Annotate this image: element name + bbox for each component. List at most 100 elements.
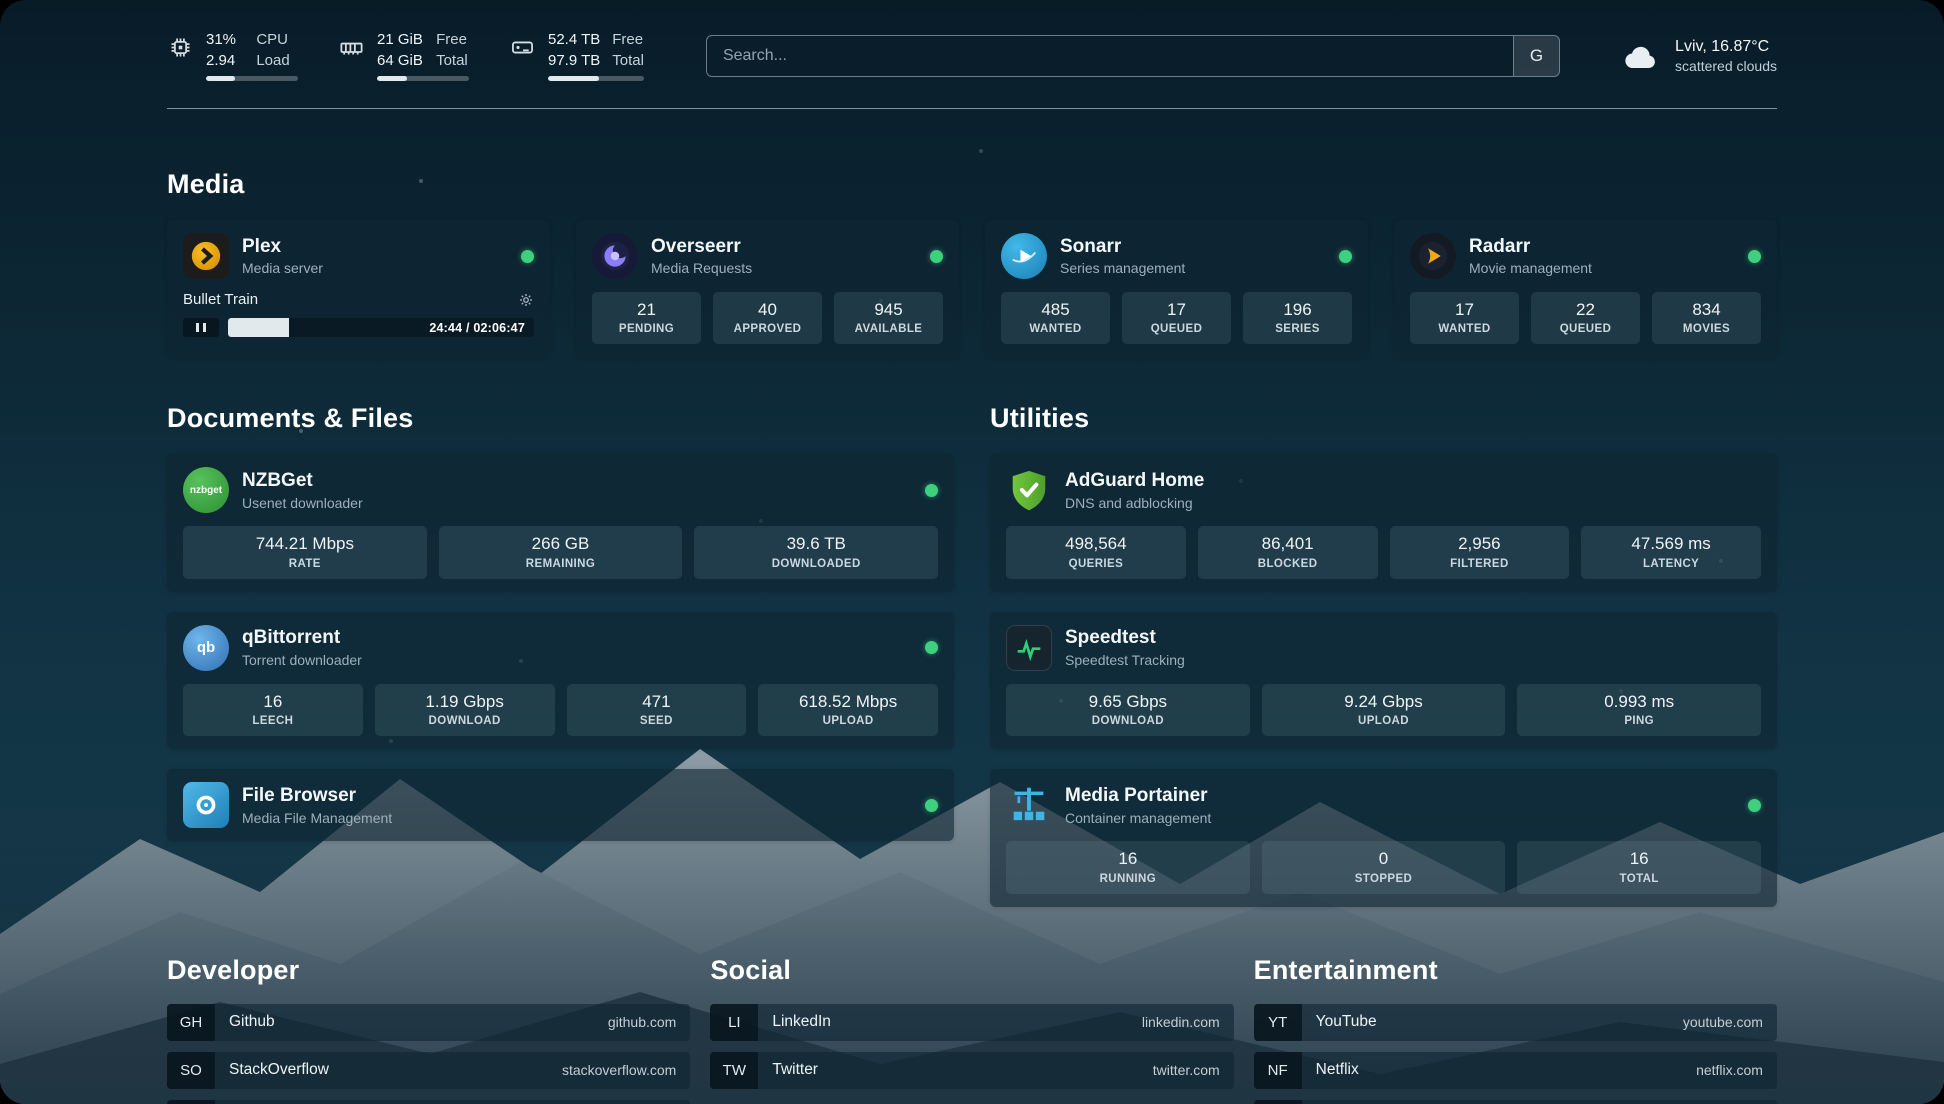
stat-label: RUNNING	[1099, 872, 1157, 885]
stat-value: 21	[637, 300, 656, 319]
bookmark-url: twitter.com	[1152, 1062, 1220, 1079]
bookmark-dev[interactable]: DT DEV dev.to	[167, 1099, 691, 1104]
app-tile-nzbget[interactable]: nzbget NZBGet Usenet downloader	[183, 467, 938, 514]
stat-value: 47.569 ms	[1631, 534, 1711, 554]
now-playing-title: Bullet Train	[183, 291, 259, 308]
bookmark-twitter[interactable]: TW Twitter twitter.com	[710, 1051, 1234, 1089]
stat-box: 40 APPROVED	[713, 292, 822, 345]
bookmark-url: stackoverflow.com	[561, 1062, 677, 1079]
bookmark-github[interactable]: GH Github github.com	[167, 1003, 691, 1041]
app-card-radarr: Radarr Movie management 17 WANTED 22 QUE…	[1394, 220, 1777, 358]
app-tile-adguard[interactable]: AdGuard Home DNS and adblocking	[1006, 467, 1761, 513]
app-card-filebrowser: File Browser Media File Management	[167, 769, 954, 842]
ram-icon	[340, 42, 363, 55]
stat-label: QUERIES	[1068, 557, 1124, 570]
top-bar: 31% CPU 2.94 Load 21 G	[167, 30, 1777, 81]
stat-value: 16	[1118, 849, 1138, 869]
stats-row: 21 PENDING 40 APPROVED 945 AVAILABLE	[592, 279, 943, 345]
documents-column: Documents & Files nzbget NZBGet Usenet d…	[167, 357, 954, 861]
stat-box: 16 RUNNING	[1006, 841, 1250, 894]
qbittorrent-icon: qb	[183, 624, 229, 671]
app-desc: Series management	[1060, 260, 1186, 277]
app-name: Plex	[242, 235, 282, 257]
qbittorrent-icon-text: qb	[196, 639, 216, 657]
bookmark-group-developer: Developer GH Github github.com SO StackO…	[167, 927, 691, 1104]
disk-total-label: Total	[612, 51, 644, 69]
app-name: NZBGet	[242, 469, 313, 491]
stat-box: 17 WANTED	[1410, 292, 1519, 345]
ram-total-label: Total	[436, 51, 468, 69]
app-card-overseerr: Overseerr Media Requests 21 PENDING 40 A…	[576, 220, 959, 358]
stat-label: MOVIES	[1682, 323, 1731, 336]
stat-box: 16 TOTAL	[1517, 841, 1762, 894]
stats-row: 744.21 Mbps RATE 266 GB REMAINING 39.6 T…	[183, 526, 939, 579]
bookmark-linkedin[interactable]: LI LinkedIn linkedin.com	[710, 1003, 1234, 1041]
app-desc: Media File Management	[242, 809, 393, 826]
app-tile-speedtest[interactable]: Speedtest Speedtest Tracking	[1006, 624, 1761, 671]
stat-value: 471	[642, 691, 671, 711]
bookmark-abbr: NF	[1253, 1051, 1302, 1089]
app-name: Sonarr	[1060, 235, 1122, 257]
app-tile-overseerr[interactable]: Overseerr Media Requests	[592, 233, 943, 279]
sonarr-icon	[1001, 233, 1047, 279]
stats-row: 485 WANTED 17 QUEUED 196 SERIES	[1001, 279, 1352, 345]
ram-free-value: 21 GiB	[377, 31, 423, 48]
stat-box: 471 SEED	[566, 683, 747, 737]
bookmark-name: Twitter	[772, 1061, 818, 1079]
app-desc: Container management	[1065, 809, 1212, 826]
cpu-metric: 31% CPU 2.94 Load	[167, 30, 298, 81]
stat-box: 16 LEECH	[183, 683, 363, 737]
weather-location: Lviv, 16.87°C	[1675, 37, 1770, 55]
status-dot	[925, 483, 938, 497]
stat-box: 17 QUEUED	[1122, 292, 1231, 345]
stat-value: 0	[1378, 849, 1389, 869]
stat-label: WANTED	[1438, 323, 1491, 336]
app-tile-sonarr[interactable]: Sonarr Series management	[1001, 233, 1352, 279]
app-desc: Media server	[242, 260, 323, 277]
disk-progress-fill	[548, 76, 599, 81]
stat-box: 86,401 BLOCKED	[1197, 526, 1378, 579]
stat-box: 21 PENDING	[592, 292, 701, 345]
stat-value: 485	[1041, 300, 1070, 319]
stat-value: 16	[263, 691, 283, 711]
overseerr-icon	[592, 233, 638, 279]
stat-value: 1.19 Gbps	[425, 691, 504, 711]
gear-icon[interactable]	[518, 292, 534, 308]
bookmark-stackoverflow[interactable]: SO StackOverflow stackoverflow.com	[167, 1051, 691, 1089]
stat-box: 945 AVAILABLE	[834, 292, 943, 345]
stat-label: PENDING	[618, 323, 675, 336]
stat-value: 834	[1692, 300, 1721, 319]
bookmark-name: LinkedIn	[772, 1013, 831, 1031]
app-tile-qbittorrent[interactable]: qb qBittorrent Torrent downloader	[183, 624, 938, 671]
bookmark-abbr: YT	[1253, 1003, 1302, 1041]
app-tile-radarr[interactable]: Radarr Movie management	[1410, 233, 1761, 279]
stat-box: 1.19 Gbps DOWNLOAD	[374, 683, 555, 737]
status-dot	[1748, 249, 1761, 263]
stat-label: FILTERED	[1450, 557, 1509, 570]
pause-button[interactable]	[183, 318, 219, 337]
bookmark-reddit[interactable]: RE Reddit reddit.com	[1253, 1099, 1777, 1104]
stat-label: SERIES	[1275, 323, 1320, 336]
search-engine-button[interactable]: G	[1513, 35, 1560, 76]
bookmark-netflix[interactable]: NF Netflix netflix.com	[1253, 1051, 1777, 1089]
search-box: G	[705, 34, 1561, 77]
stats-row: 498,564 QUERIES 86,401 BLOCKED 2,956 FIL…	[1006, 526, 1761, 579]
bookmark-name: Netflix	[1315, 1061, 1359, 1079]
bookmark-abbr: SO	[167, 1051, 215, 1089]
app-card-qbittorrent: qb qBittorrent Torrent downloader 16 LEE…	[167, 611, 954, 750]
app-tile-plex[interactable]: Plex Media server	[183, 233, 534, 279]
search-input[interactable]	[706, 35, 1514, 76]
bookmark-youtube[interactable]: YT YouTube youtube.com	[1253, 1003, 1777, 1041]
stat-value: 2,956	[1458, 534, 1501, 554]
app-tile-portainer[interactable]: Media Portainer Container management	[1006, 782, 1761, 828]
app-name: qBittorrent	[242, 627, 341, 649]
filebrowser-icon	[183, 782, 229, 829]
app-tile-filebrowser[interactable]: File Browser Media File Management	[183, 782, 938, 829]
ram-total-value: 64 GiB	[377, 51, 423, 69]
bookmark-group-entertainment: Entertainment YT YouTube youtube.com NF …	[1253, 927, 1777, 1104]
bookmark-url: linkedin.com	[1141, 1014, 1220, 1031]
stat-box: 9.65 Gbps DOWNLOAD	[1006, 683, 1250, 737]
stat-label: STOPPED	[1354, 872, 1413, 885]
cpu-load-label: Load	[256, 51, 290, 69]
